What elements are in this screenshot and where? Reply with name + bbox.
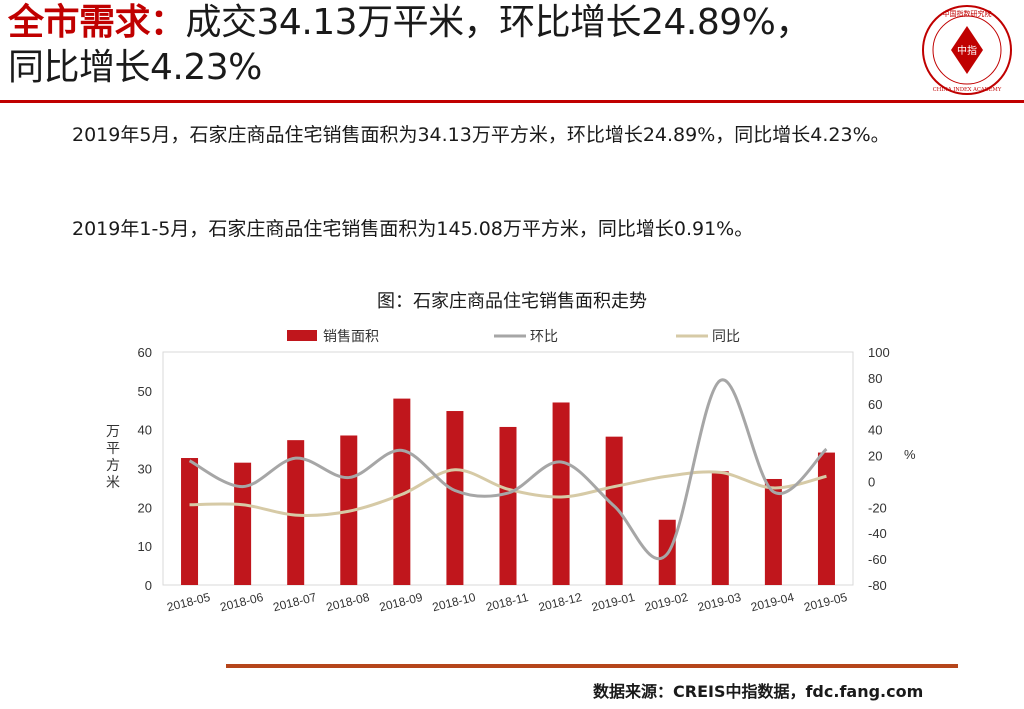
title-accent: 全市需求：	[8, 2, 186, 43]
y-right-tick-label: -40	[868, 526, 887, 541]
x-tick-label: 2018-09	[378, 590, 424, 614]
y-right-tick-label: -80	[868, 578, 887, 593]
sales-area-chart: 0 10 20 30 40 50 60 -80 -60 -40 -20 0 20 40 60 80 100 万平方…	[106, 328, 916, 614]
sales-area-bar	[764, 478, 782, 585]
y-left-tick-label: 0	[145, 578, 152, 593]
legend-label: 环比	[530, 328, 558, 344]
yoy-line	[189, 468, 827, 517]
y-left-axis-label-char: 方	[106, 457, 120, 473]
y-left-axis-label-char: 平	[106, 440, 120, 456]
y-left-tick-label: 60	[138, 345, 152, 360]
x-tick-label: 2019-03	[696, 590, 742, 614]
legend-swatch-bar	[287, 330, 317, 341]
paragraph-monthly: 2019年5月，石家庄商品住宅销售面积为34.13万平方米，环比增长24.89%…	[72, 124, 890, 146]
slide-title: 全市需求：成交34.13万平米，环比增长24.89%， 同比增长4.23%	[8, 0, 908, 90]
x-tick-label: 2019-05	[802, 590, 848, 614]
y-left-axis-label-char: 万	[106, 423, 120, 439]
x-tick-label: 2018-05	[166, 590, 212, 614]
y-left-tick-label: 20	[138, 500, 152, 515]
y-left-tick-label: 10	[138, 539, 152, 554]
logo-bottom-text: CHINA INDEX ACADEMY	[933, 87, 1002, 93]
sales-area-bar	[711, 471, 729, 585]
y-left-tick-label: 30	[138, 462, 152, 477]
x-tick-label: 2019-04	[749, 590, 795, 614]
sales-area-bar	[552, 402, 570, 585]
mom-line	[188, 378, 828, 561]
y-left-tick-label: 40	[138, 423, 152, 438]
sales-area-bar	[287, 440, 305, 585]
y-right-tick-label: 80	[868, 371, 882, 386]
x-tick-label: 2018-08	[325, 590, 371, 614]
y-left-tick-label: 50	[138, 384, 152, 399]
y-right-tick-label: 60	[868, 397, 882, 412]
sales-area-bar	[499, 426, 517, 585]
footer-divider	[226, 664, 958, 668]
title-line-2: 同比增长4.23%	[8, 47, 262, 88]
y-right-tick-label: 100	[868, 345, 890, 360]
legend-label: 同比	[712, 328, 740, 344]
y-right-tick-label: -60	[868, 552, 887, 567]
x-tick-label: 2018-06	[219, 590, 265, 614]
y-right-axis-label: %	[904, 447, 916, 462]
x-tick-label: 2018-10	[431, 590, 477, 614]
x-tick-label: 2018-11	[484, 590, 530, 614]
sales-area-bar	[393, 398, 411, 585]
y-right-tick-label: 40	[868, 423, 882, 438]
sales-area-bar	[181, 458, 199, 585]
y-left-axis-label-char: 米	[106, 474, 120, 490]
chart-title: 图：石家庄商品住宅销售面积走势	[377, 291, 647, 312]
paragraph-ytd: 2019年1-5月，石家庄商品住宅销售面积为145.08万平方米，同比增长0.9…	[72, 218, 754, 240]
sales-area-bar	[234, 462, 252, 585]
y-right-tick-label: -20	[868, 500, 887, 515]
logo-center-text: 中指	[957, 44, 977, 57]
x-tick-label: 2018-12	[537, 590, 583, 614]
source-note: 数据来源：CREIS中指数据，fdc.fang.com	[593, 682, 924, 701]
y-right-tick-label: 0	[868, 474, 875, 489]
title-divider	[0, 100, 1024, 103]
title-line1-text: 成交34.13万平米，环比增长24.89%，	[185, 2, 812, 43]
sales-area-bar	[446, 411, 464, 585]
sales-area-bar	[817, 452, 835, 585]
x-tick-label: 2018-07	[272, 590, 318, 614]
title-line-1: 全市需求：成交34.13万平米，环比增长24.89%，	[8, 0, 908, 45]
china-index-academy-logo: 中指 中国指数研究院 CHINA INDEX ACADEMY	[922, 5, 1012, 95]
logo-top-text: 中国指数研究院	[943, 9, 992, 18]
x-tick-label: 2019-01	[590, 590, 636, 614]
sales-area-bar	[605, 436, 623, 585]
legend-label: 销售面积	[323, 328, 379, 344]
x-tick-label: 2019-02	[643, 590, 689, 614]
y-right-tick-label: 20	[868, 449, 882, 464]
